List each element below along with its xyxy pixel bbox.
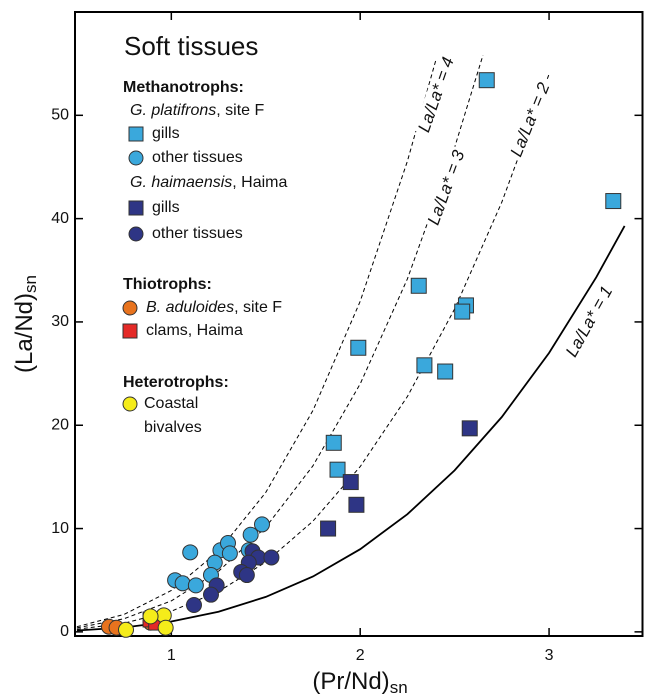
x-tick-label: 3 xyxy=(545,647,554,664)
square-marker xyxy=(454,303,471,320)
square-marker xyxy=(437,363,454,380)
circle-marker xyxy=(128,226,144,242)
legend-label: gills xyxy=(152,199,180,216)
legend-subheading: G. platifrons, site F xyxy=(130,102,265,119)
curve-label: La/La* = 4 xyxy=(414,55,457,135)
species: G. platifrons xyxy=(130,102,216,119)
x-tick-label: 1 xyxy=(167,647,176,664)
circle-marker xyxy=(128,150,144,166)
label-bg xyxy=(413,52,459,137)
square-marker xyxy=(478,72,495,89)
legend-label: clams, Haima xyxy=(146,322,243,339)
curve-label: La/La* = 2 xyxy=(507,79,554,159)
reference-curve xyxy=(76,60,437,628)
x-label-main: (Pr/Nd) xyxy=(312,668,389,695)
square-marker xyxy=(605,193,622,210)
legend-label: other tissues xyxy=(152,149,243,166)
circle-marker xyxy=(122,300,138,316)
square-marker xyxy=(325,434,342,451)
curve-label: La/La* = 1 xyxy=(562,283,616,360)
legend-label: other tissues xyxy=(152,225,243,242)
label-bg xyxy=(560,281,618,362)
label-bg xyxy=(505,77,555,162)
reference-curve xyxy=(76,225,626,632)
y-tick-label: 10 xyxy=(51,520,69,537)
y-tick-label: 50 xyxy=(51,107,69,124)
y-tick-label: 40 xyxy=(51,210,69,227)
square-marker xyxy=(320,520,337,537)
legend-subheading: G. haimaensis, Haima xyxy=(130,174,287,191)
square-marker xyxy=(342,474,359,491)
y-label-main: (La/Nd) xyxy=(11,293,38,373)
legend-label-box: Coastal bivalves xyxy=(144,395,202,436)
y-axis-label: (La/Nd)sn xyxy=(11,275,40,373)
y-label-sub: sn xyxy=(21,275,40,293)
legend-label: Coastal bivalves xyxy=(144,395,202,436)
circle-marker xyxy=(122,396,138,412)
circle-marker xyxy=(242,526,259,543)
circle-marker xyxy=(263,549,280,566)
x-tick-label: 2 xyxy=(356,647,365,664)
x-axis-label: (Pr/Nd)sn xyxy=(312,668,407,697)
circle-marker xyxy=(182,544,199,561)
legend-label: B. aduloides, site F xyxy=(146,299,282,316)
circle-marker xyxy=(117,621,134,638)
legend-heading: Heterotrophs: xyxy=(123,374,229,391)
square-marker xyxy=(416,357,433,374)
species: G. haimaensis xyxy=(130,174,232,191)
legend-label: gills xyxy=(152,125,180,142)
circle-marker xyxy=(238,567,255,584)
square-marker xyxy=(329,461,346,478)
square-marker xyxy=(122,323,138,339)
square-marker xyxy=(348,496,365,513)
site: , site F xyxy=(216,102,264,119)
legend-heading: Methanotrophs: xyxy=(123,79,244,96)
site: , Haima xyxy=(232,174,287,191)
x-label-sub: sn xyxy=(390,678,408,697)
chart-title: Soft tissues xyxy=(124,31,258,61)
circle-marker xyxy=(185,597,202,614)
y-tick-label: 30 xyxy=(51,313,69,330)
circle-marker xyxy=(142,608,159,625)
species: B. aduloides xyxy=(146,299,234,316)
legend-heading: Thiotrophs: xyxy=(123,276,212,293)
circle-marker xyxy=(221,545,238,562)
circle-marker xyxy=(187,577,204,594)
y-tick-label: 20 xyxy=(51,416,69,433)
square-marker xyxy=(410,277,427,294)
square-marker xyxy=(461,420,478,437)
square-marker xyxy=(128,126,144,142)
circle-marker xyxy=(202,586,219,603)
square-marker xyxy=(128,200,144,216)
circle-marker xyxy=(174,575,191,592)
circle-marker xyxy=(157,619,174,636)
plot-frame xyxy=(74,11,644,637)
label-bg xyxy=(423,145,470,230)
site: , site F xyxy=(234,299,282,316)
reference-curve xyxy=(76,73,550,630)
curve-label: La/La* = 3 xyxy=(424,147,469,227)
y-tick-label: 0 xyxy=(60,623,69,640)
square-marker xyxy=(350,339,367,356)
circle-marker xyxy=(253,516,270,533)
